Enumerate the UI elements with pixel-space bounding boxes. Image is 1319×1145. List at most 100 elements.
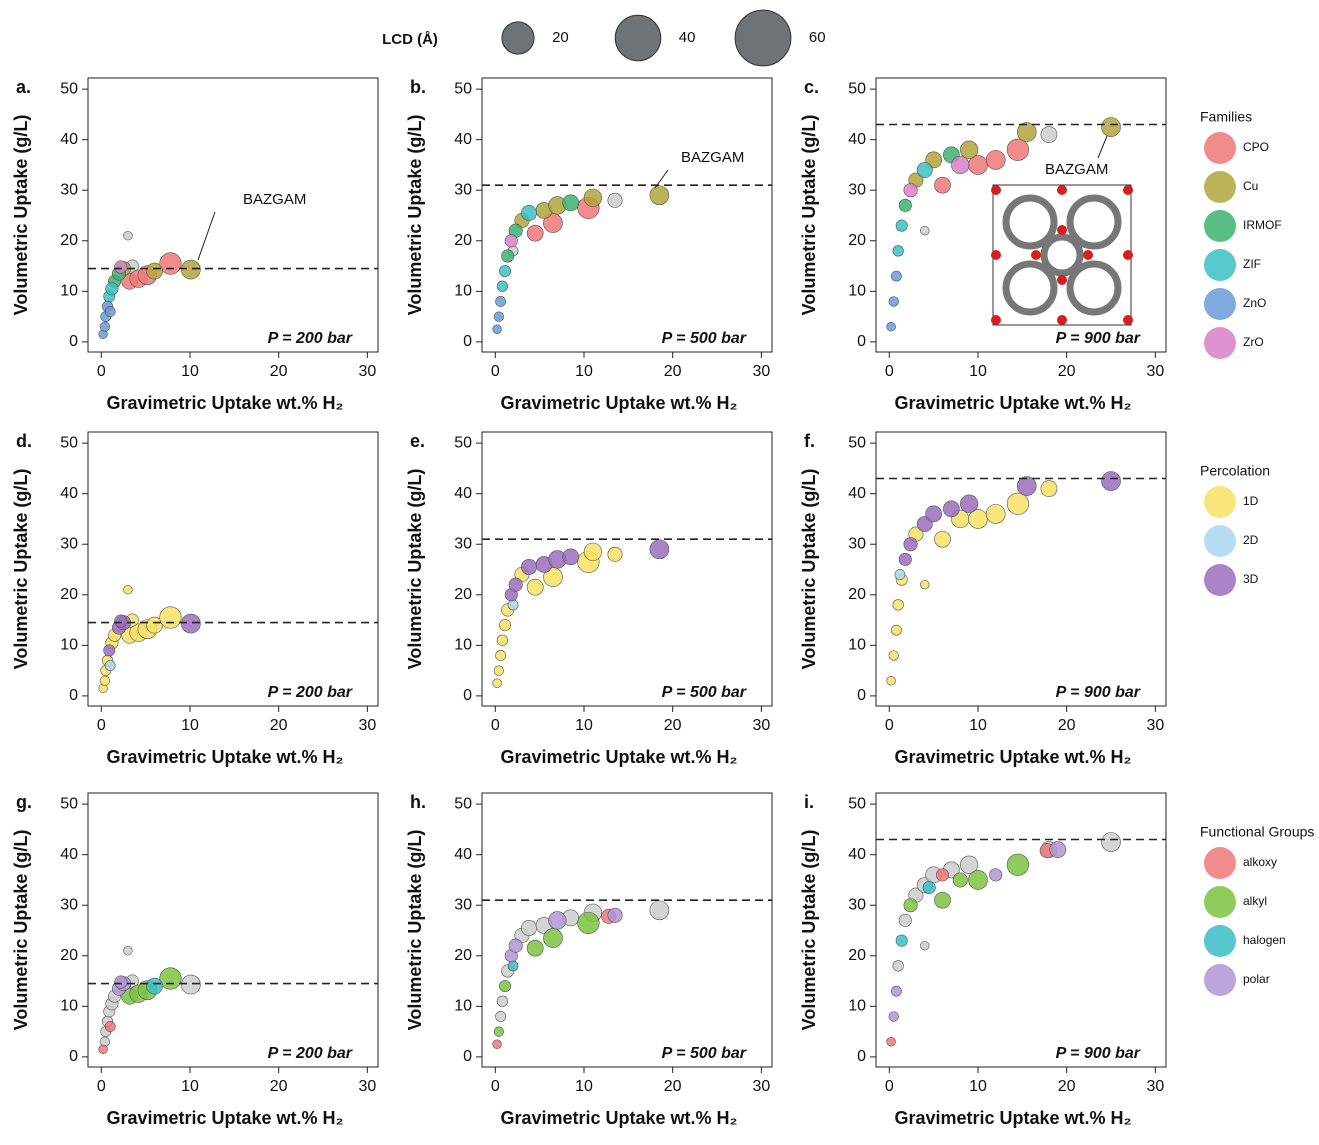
point [898,913,912,927]
point [903,537,918,552]
y-tick-label: 40 [60,846,78,863]
x-tick-label: 0 [491,717,500,734]
y-tick-label: 20 [848,586,866,603]
point [903,898,918,913]
series [146,977,163,995]
point [99,675,110,686]
annotation-leader [654,169,669,189]
y-tick-label: 0 [69,1048,78,1065]
x-tick-label: 30 [752,1078,770,1095]
x-tick-label: 0 [491,363,500,380]
point [521,920,537,936]
legend-marker [1204,288,1236,320]
y-tick-label: 50 [60,795,78,812]
legend-label: ZIF [1243,257,1261,271]
y-tick-label: 50 [848,80,866,97]
x-tick-label: 20 [664,717,682,734]
plot-frame [87,792,379,1068]
x-tick-label: 0 [97,1078,106,1095]
point [1016,122,1037,142]
y-tick-label: 10 [454,283,472,300]
annotation-leader [197,211,216,261]
point [495,1011,507,1022]
y-tick-label: 0 [857,1048,866,1065]
y-tick-label: 10 [60,637,78,654]
plot-frame [875,792,1167,1068]
y-tick-label: 30 [454,535,472,552]
series [98,1021,116,1055]
point [1101,832,1121,852]
legend-label: polar [1243,972,1270,986]
x-tick-label: 10 [181,717,199,734]
series [888,841,1067,1022]
y-axis-label: Volumetric Uptake (g/L) [405,469,425,670]
point [1101,471,1121,491]
point [1040,126,1058,143]
legend-marker [1204,964,1236,996]
x-tick-label: 0 [491,1078,500,1095]
y-tick-label: 10 [848,637,866,654]
legend-label: 1D [1243,494,1259,508]
legend-label: ZnO [1243,296,1266,310]
y-tick-label: 40 [848,485,866,502]
point [548,911,567,930]
series [504,907,623,963]
legend-label: IRMOF [1243,218,1282,232]
y-tick-label: 30 [848,896,866,913]
point [649,185,670,206]
x-axis-label: Gravimetric Uptake wt.% H₂ [500,393,737,413]
point [492,1039,502,1049]
legend-label: halogen [1243,933,1286,947]
series [892,832,1121,972]
y-axis-label: Volumetric Uptake (g/L) [11,830,31,1031]
y-tick-label: 20 [60,232,78,249]
y-tick-label: 10 [848,283,866,300]
pressure-label: P = 500 bar [662,1045,747,1062]
point [891,985,902,997]
x-tick-label: 20 [1058,1078,1076,1095]
point [562,194,580,212]
y-axis-label: Volumetric Uptake (g/L) [799,469,819,670]
pressure-label: P = 900 bar [1056,1045,1141,1062]
x-axis-label: Gravimetric Uptake wt.% H₂ [894,747,1131,767]
x-tick-label: 10 [969,363,987,380]
size-legend-marker [614,14,662,62]
series [934,138,1029,194]
x-tick-label: 30 [752,363,770,380]
legend-marker [1204,847,1236,879]
size-legend-marker [501,21,535,55]
point [952,872,968,888]
pressure-label: P = 900 bar [1056,330,1141,347]
point [583,188,602,207]
point [492,324,502,334]
point [98,1044,108,1055]
legend-marker [1204,886,1236,918]
legend-marker [1204,925,1236,957]
point [891,270,902,282]
point [891,624,902,636]
series [98,585,182,694]
point [886,322,896,332]
x-tick-label: 30 [1146,717,1164,734]
x-tick-label: 0 [97,363,106,380]
legend-label: alkyl [1243,894,1267,908]
series [504,234,518,248]
panel-label: b. [410,77,426,97]
point [123,946,133,956]
annotation: BAZGAM [681,149,744,166]
point [521,559,537,575]
point [888,1011,899,1022]
annotation-leader [1097,135,1108,159]
point [496,995,509,1007]
y-tick-label: 20 [848,232,866,249]
panel-label: c. [804,77,819,97]
series [492,296,507,334]
point [886,676,896,686]
legend-label: Cu [1243,179,1258,193]
point [492,678,502,688]
y-tick-label: 10 [60,283,78,300]
point [1006,853,1029,876]
point [1049,841,1067,858]
y-tick-label: 20 [454,232,472,249]
